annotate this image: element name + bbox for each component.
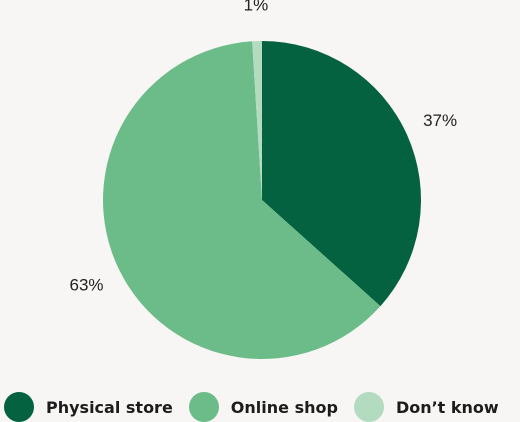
pie-slice-physical-store [262, 41, 422, 307]
legend-swatch-physical-store [4, 392, 34, 422]
legend-item-dont-know: Don’t know [353, 392, 499, 422]
pie-slice-dont-know [252, 41, 262, 200]
legend-item-online-shop: Online shop [188, 392, 338, 422]
legend-label-online-shop: Online shop [230, 397, 338, 417]
legend-swatch-online-shop [188, 392, 219, 422]
data-label-physical-store: 37% [423, 111, 457, 130]
legend-swatch-dont-know [353, 392, 384, 422]
pie-chart: 37% 63% 1% [69, 0, 457, 360]
data-label-dont-know: 1% [244, 0, 269, 15]
legend-label-physical-store: Physical store [46, 397, 173, 417]
legend-label-dont-know: Don’t know [395, 397, 499, 417]
pie-slice-online-shop [103, 41, 381, 360]
legend: Physical store Online shop Don’t know [4, 392, 499, 422]
data-label-online-shop: 63% [69, 276, 103, 295]
legend-item-physical-store: Physical store [4, 392, 173, 422]
